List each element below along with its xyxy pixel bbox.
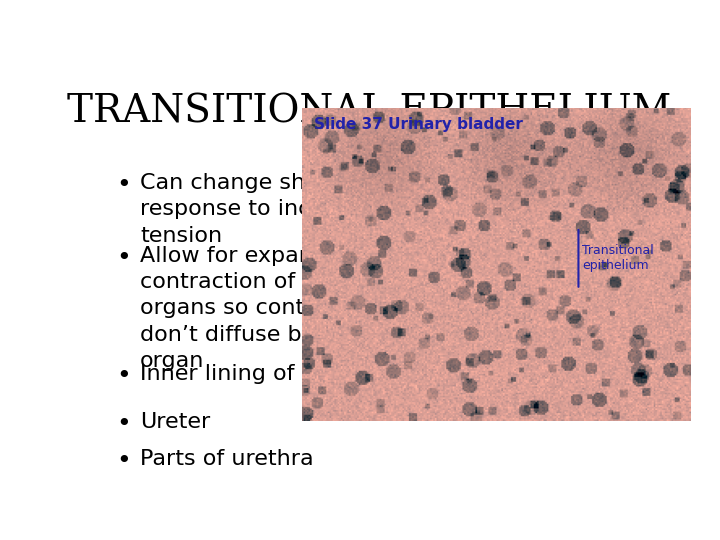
Text: Inner lining of bladder: Inner lining of bladder — [140, 364, 387, 384]
Text: Parts of urethra: Parts of urethra — [140, 449, 314, 469]
Text: Allow for expansion &
contraction of some
organs so contents
don’t diffuse back : Allow for expansion & contraction of som… — [140, 246, 390, 372]
Text: •: • — [116, 246, 131, 269]
Text: Slide 37 Urinary bladder: Slide 37 Urinary bladder — [314, 117, 523, 132]
Text: Can change shape in
response to increased
tension: Can change shape in response to increase… — [140, 173, 386, 246]
Text: •: • — [116, 173, 131, 197]
Text: TRANSITIONAL EPITHELIUM: TRANSITIONAL EPITHELIUM — [67, 94, 671, 131]
Text: •: • — [116, 412, 131, 436]
Text: Transitional
epithelium: Transitional epithelium — [582, 244, 654, 272]
Text: Ureter: Ureter — [140, 412, 210, 432]
Text: •: • — [116, 364, 131, 388]
Text: •: • — [116, 449, 131, 474]
